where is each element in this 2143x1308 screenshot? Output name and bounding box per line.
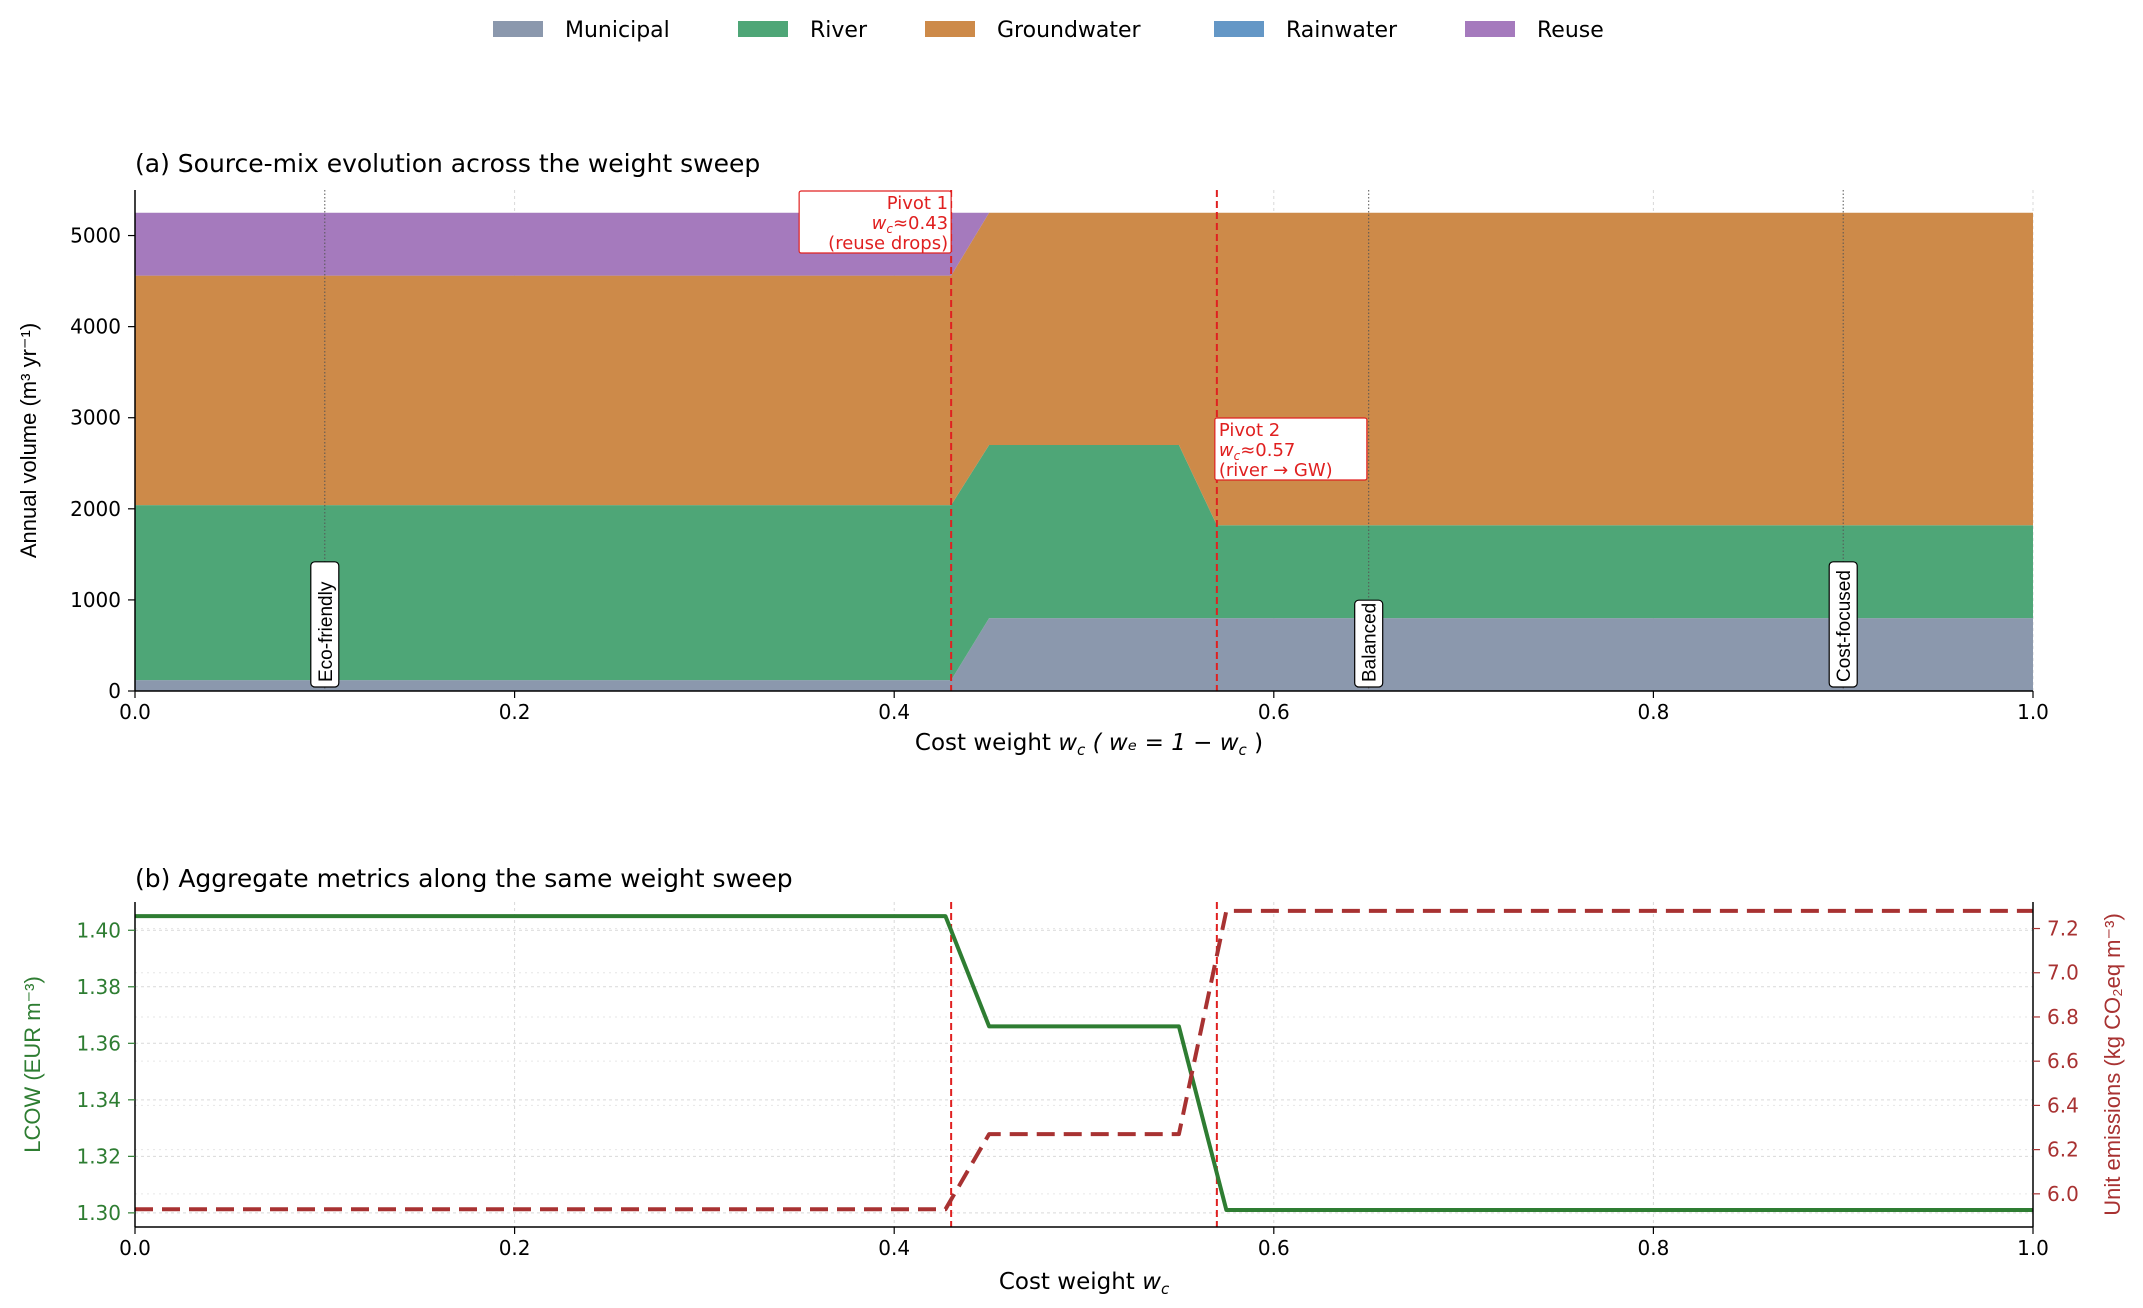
panel-a-pivot-lines: Pivot 1wc≈0.43(reuse drops) Pivot 2wc≈0.5… — [798, 190, 1368, 691]
legend-label-groundwater: Groundwater — [997, 18, 1142, 43]
area-river — [135, 445, 2033, 681]
panel-a-source-mix: (a) Source-mix evolution across the weig… — [16, 149, 2049, 759]
panel-b-left-y-axis-label: LCOW (EUR m⁻³) — [20, 976, 45, 1153]
panel-a-x-tick-label: 0.0 — [119, 700, 151, 724]
panel-b-right-y-tick-label: 6.6 — [2047, 1049, 2079, 1073]
panel-a-x-tick-label: 0.4 — [878, 700, 910, 724]
panel-a-scenario-markers: Eco-friendly Balanced Cost-focused — [310, 190, 1858, 691]
panel-b-x-tick-label: 0.4 — [878, 1236, 910, 1260]
panel-b-left-y-tick-label: 1.34 — [76, 1088, 121, 1112]
panel-b-x-tick-label: 0.8 — [1637, 1236, 1669, 1260]
panel-b-right-y-tick-label: 7.0 — [2047, 961, 2079, 985]
legend-swatch-groundwater — [925, 21, 975, 37]
panel-b-left-y-tick-label: 1.40 — [76, 918, 121, 942]
panel-a-y-tick-label: 5000 — [70, 224, 121, 248]
panel-a-y-tick-label: 0 — [108, 679, 121, 703]
pivot-annotation-1: Pivot 1wc≈0.43(reuse drops) — [798, 190, 952, 254]
scenario-label-text: Cost-focused — [1834, 570, 1855, 682]
pivot-annotation-box — [798, 190, 952, 254]
panel-a-y-axis-label: Annual volume (m³ yr⁻¹) — [16, 323, 41, 558]
legend-swatch-municipal — [493, 21, 543, 37]
scenario-label-text: Eco-friendly — [316, 581, 337, 682]
panel-b-x-tick-label: 0.2 — [499, 1236, 531, 1260]
legend-label-municipal: Municipal — [565, 18, 670, 43]
panel-a-axes: 0.0 0.2 0.4 0.6 0.8 1.0 0 1000 2000 3000 4000 5000 — [70, 190, 2049, 724]
panel-a-x-tick-label: 0.8 — [1637, 700, 1669, 724]
panel-b-lines — [135, 908, 2033, 1213]
panel-b-left-y-tick-label: 1.30 — [76, 1201, 121, 1225]
panel-b-title: (b) Aggregate metrics along the same wei… — [135, 864, 793, 893]
panel-a-x-tick-label: 0.2 — [499, 700, 531, 724]
panel-b-left-y-tick-label: 1.38 — [76, 975, 121, 999]
panel-b-right-y-tick-label: 6.0 — [2047, 1182, 2079, 1206]
panel-a-x-tick-label: 0.6 — [1258, 700, 1290, 724]
panel-b-right-y-tick-label: 6.4 — [2047, 1093, 2079, 1117]
panel-a-title: (a) Source-mix evolution across the weig… — [135, 149, 760, 178]
legend-swatch-river — [738, 21, 788, 37]
panel-b-axes: 0.0 0.2 0.4 0.6 0.8 1.0 1.30 1.32 1.34 1.36 1.38 1.… — [76, 902, 2079, 1260]
area-reuse — [135, 212, 2033, 276]
panel-b-x-tick-label: 1.0 — [2017, 1236, 2049, 1260]
panel-a-y-tick-label: 2000 — [70, 497, 121, 521]
scenario-label-balanced: Balanced — [1354, 599, 1384, 688]
panel-a-y-tick-label: 3000 — [70, 406, 121, 430]
legend-label-reuse: Reuse — [1537, 18, 1604, 43]
panel-b-left-y-tick-label: 1.36 — [76, 1031, 121, 1055]
area-groundwater — [135, 212, 2033, 526]
pivot-annotation-value: wc≈0.43 — [872, 213, 949, 236]
pivot-annotation-title: Pivot 2 — [1219, 420, 1280, 441]
panel-b-left-y-tick-label: 1.32 — [76, 1144, 121, 1168]
pivot-annotation-title: Pivot 1 — [887, 193, 948, 214]
legend-label-rainwater: Rainwater — [1286, 18, 1398, 43]
scenario-label-box — [1354, 599, 1384, 688]
pivot-annotation-box — [1214, 417, 1368, 481]
legend: Municipal River Groundwater Rainwater Reuse — [493, 18, 1604, 43]
pivot-annotation-note: (reuse drops) — [828, 233, 948, 254]
panel-b-x-axis-label: Cost weight wc — [999, 1269, 1170, 1298]
panel-b-right-y-tick-label: 7.2 — [2047, 917, 2079, 941]
legend-label-river: River — [810, 18, 868, 43]
pivot-annotation-note: (river → GW) — [1219, 460, 1333, 481]
panel-b-x-tick-label: 0.0 — [119, 1236, 151, 1260]
panel-b-pivot-lines — [950, 902, 1218, 1227]
scenario-label-cost-focused: Cost-focused — [1828, 561, 1858, 688]
panel-b-right-y-tick-label: 6.2 — [2047, 1138, 2079, 1162]
lcow-line — [135, 914, 2033, 1213]
scenario-label-text: Balanced — [1360, 603, 1381, 682]
panel-b-x-tick-label: 0.6 — [1258, 1236, 1290, 1260]
panel-b-right-y-tick-label: 6.8 — [2047, 1005, 2079, 1029]
panel-a-y-tick-label: 4000 — [70, 315, 121, 339]
panel-a-areas — [135, 212, 2033, 691]
panel-a-x-axis-label: Cost weight wc ( wₑ = 1 − wc ) — [915, 730, 1263, 759]
panel-b-grid — [135, 902, 2034, 1227]
panel-b-aggregate-metrics: (b) Aggregate metrics along the same wei… — [20, 864, 2125, 1298]
area-municipal — [135, 618, 2033, 691]
emissions-line — [135, 908, 2033, 1212]
pivot-annotation-2: Pivot 2wc≈0.57(river → GW) — [1214, 417, 1368, 481]
panel-b-right-y-axis-label: Unit emissions (kg CO₂eq m⁻³) — [2100, 913, 2125, 1216]
scenario-label-box — [310, 561, 340, 688]
legend-swatch-reuse — [1465, 21, 1515, 37]
scenario-label-box — [1828, 561, 1858, 688]
scenario-label-eco-friendly: Eco-friendly — [310, 561, 340, 688]
pivot-annotation-value: wc≈0.57 — [1219, 440, 1296, 463]
legend-swatch-rainwater — [1214, 21, 1264, 37]
panel-a-y-tick-label: 1000 — [70, 588, 121, 612]
panel-a-x-tick-label: 1.0 — [2017, 700, 2049, 724]
